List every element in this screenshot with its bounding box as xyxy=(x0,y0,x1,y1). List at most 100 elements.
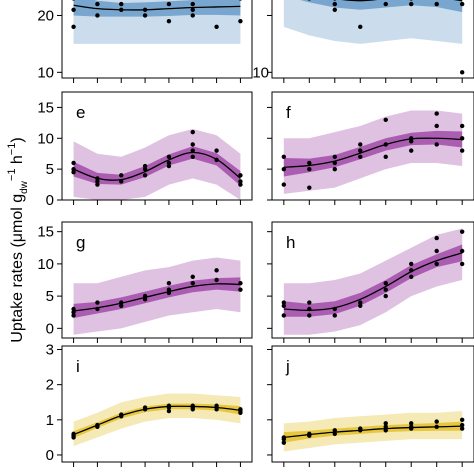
data-point xyxy=(358,428,363,433)
data-point xyxy=(119,300,124,305)
y-tick-label: 0 xyxy=(46,320,54,337)
data-point xyxy=(190,154,195,159)
panel-g: 0 5 10 15 g xyxy=(37,221,253,343)
data-point xyxy=(459,426,465,431)
y-tick-label: 0 xyxy=(46,447,54,464)
data-point xyxy=(190,148,195,153)
data-point xyxy=(166,281,172,286)
panel-letter: g xyxy=(76,233,85,252)
data-point xyxy=(358,142,363,147)
data-point xyxy=(214,277,219,283)
data-point xyxy=(409,268,414,273)
data-point xyxy=(307,166,312,172)
data-point xyxy=(190,129,195,135)
data-point xyxy=(281,154,287,159)
panel-plot-area xyxy=(71,393,243,447)
panel-plot-area xyxy=(281,110,465,194)
data-point xyxy=(119,179,124,184)
y-tick-label: 15 xyxy=(37,224,54,241)
data-point xyxy=(142,405,148,410)
y-tick-label: 10 xyxy=(252,64,269,81)
panel-letter: j xyxy=(285,357,290,376)
data-point xyxy=(459,261,465,267)
data-point xyxy=(332,7,337,12)
data-point xyxy=(71,306,76,312)
data-point xyxy=(459,229,465,234)
y-tick-label: 20 xyxy=(37,7,54,24)
panel-plot-area xyxy=(281,411,465,452)
y-axis-label-exponent-1: −1 xyxy=(6,169,18,182)
data-point xyxy=(72,0,76,1)
data-point xyxy=(307,300,312,305)
panel-frame xyxy=(271,221,474,339)
data-point xyxy=(238,182,243,187)
data-point xyxy=(459,1,465,7)
panel-top-1: 10 20 xyxy=(37,0,253,83)
inner-band xyxy=(300,0,463,13)
panel-letter: h xyxy=(286,233,295,252)
data-point xyxy=(119,412,124,417)
data-point xyxy=(119,173,124,178)
panel-f: f xyxy=(267,91,474,205)
data-point xyxy=(383,142,388,147)
y-axis-label-close: ) xyxy=(9,137,26,142)
data-point xyxy=(332,160,337,166)
data-point xyxy=(166,160,172,166)
data-point xyxy=(71,313,76,318)
data-point xyxy=(332,154,337,159)
data-point xyxy=(434,424,439,430)
data-point xyxy=(190,1,195,7)
data-point xyxy=(95,13,100,18)
data-point xyxy=(190,405,195,410)
data-point xyxy=(166,405,172,410)
data-point xyxy=(238,408,243,414)
data-point xyxy=(166,154,172,159)
data-point xyxy=(434,261,439,267)
data-point xyxy=(307,0,311,1)
data-point xyxy=(238,179,243,184)
data-point xyxy=(383,281,388,286)
y-tick-label: 1 xyxy=(46,412,54,429)
y-tick-label: 10 xyxy=(37,130,54,147)
data-point xyxy=(459,417,465,423)
panel-plot-area xyxy=(71,0,243,44)
panel-letter: i xyxy=(76,357,80,376)
data-point xyxy=(459,70,465,75)
data-point xyxy=(383,287,388,292)
inner-band xyxy=(73,277,241,319)
panel-frame xyxy=(61,91,253,201)
data-point xyxy=(434,419,439,424)
data-point xyxy=(95,179,100,184)
data-point xyxy=(434,142,439,147)
data-point xyxy=(383,293,388,299)
data-point xyxy=(95,306,100,312)
data-point xyxy=(142,13,148,18)
outer-band xyxy=(283,228,463,335)
panel-i: 0 1 2 3 i xyxy=(46,342,253,467)
data-point xyxy=(333,0,337,1)
data-point xyxy=(383,424,388,430)
y-tick-label: 5 xyxy=(46,288,54,305)
data-point xyxy=(434,123,439,129)
data-point xyxy=(307,160,312,166)
data-point xyxy=(332,313,337,318)
data-point xyxy=(142,166,148,172)
data-point xyxy=(214,24,219,30)
data-point xyxy=(434,111,439,116)
data-point xyxy=(142,293,148,299)
data-point xyxy=(434,248,439,254)
data-point xyxy=(238,281,243,286)
data-point xyxy=(409,139,414,144)
panel-plot-area xyxy=(283,0,465,75)
data-point xyxy=(459,248,465,254)
data-point xyxy=(383,1,388,7)
y-axis-label-main: Uptake rates (μmol g xyxy=(9,194,26,343)
data-point xyxy=(281,300,287,305)
data-point xyxy=(383,421,388,426)
outer-band xyxy=(73,393,241,447)
data-point xyxy=(95,176,100,181)
data-point xyxy=(434,1,439,7)
data-point xyxy=(358,24,363,30)
data-point xyxy=(358,303,363,308)
